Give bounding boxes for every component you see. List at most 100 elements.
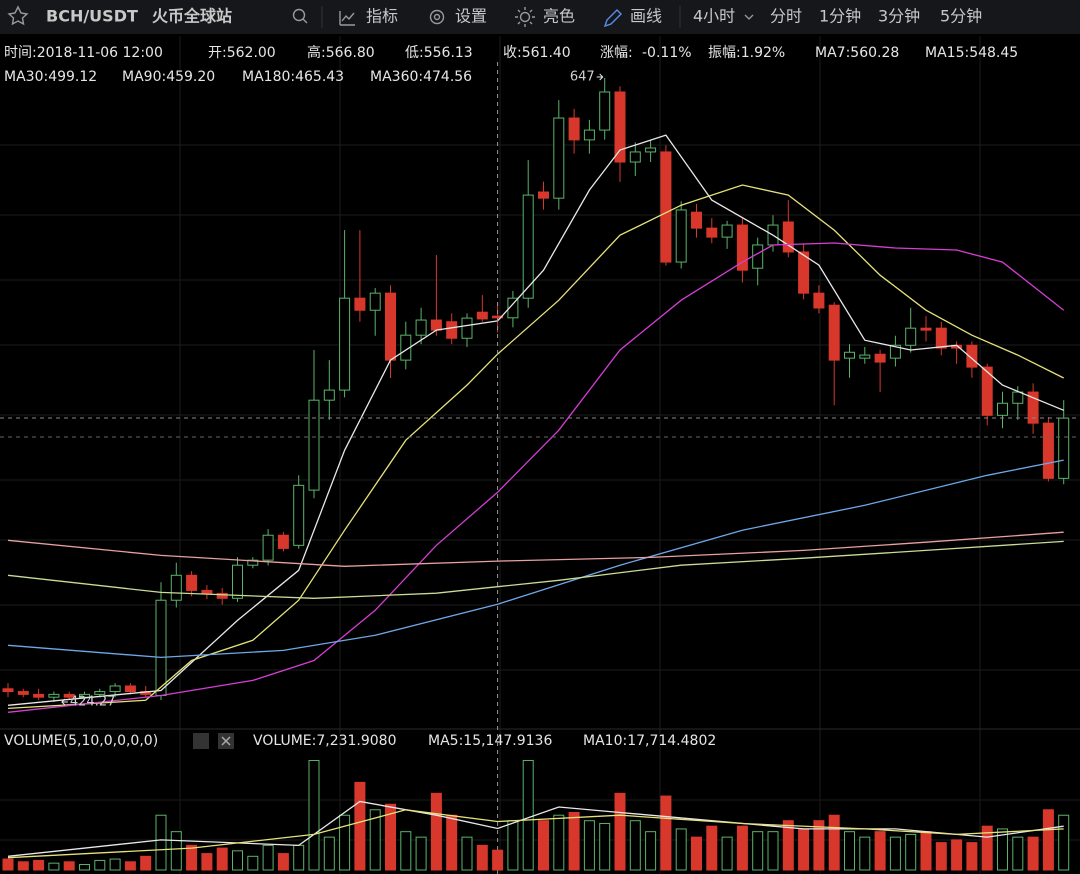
dropdown-arrow[interactable] — [744, 14, 754, 20]
candle-body — [109, 685, 121, 693]
volume-bar — [752, 831, 764, 871]
theme-icon — [519, 11, 531, 23]
volume-bar — [675, 828, 687, 871]
volume-bar — [17, 861, 29, 871]
volume-bar — [599, 822, 611, 871]
info-change: -0.11% — [642, 45, 692, 61]
candle-body — [201, 589, 213, 595]
candle-body — [660, 151, 672, 263]
info-amplitude: 振幅:1.92% — [708, 45, 785, 61]
volume-bar — [354, 781, 366, 871]
volume-bar — [935, 842, 947, 871]
interval[interactable]: 3分钟 — [878, 7, 920, 26]
volume-bar — [568, 812, 580, 871]
candle-body — [262, 534, 274, 561]
candle-body — [568, 117, 580, 141]
volume-bar — [63, 861, 75, 871]
volume-bar — [966, 842, 978, 871]
toolbar-item[interactable]: 设置 — [455, 7, 487, 26]
ma-line — [7, 540, 1064, 599]
volume-bar — [48, 862, 60, 871]
settings-icon — [433, 13, 441, 21]
volume-bar — [415, 836, 427, 871]
interval[interactable]: 5分钟 — [940, 7, 982, 26]
volume-bar — [905, 833, 917, 871]
candle-body — [94, 691, 106, 695]
candle-body — [124, 685, 136, 693]
candle-body — [522, 194, 534, 299]
candle-body — [170, 574, 182, 601]
candle-body — [1027, 391, 1039, 424]
candle-body — [1058, 417, 1070, 479]
candle-body — [583, 129, 595, 141]
candle-body — [599, 91, 611, 131]
candle-body — [2, 688, 14, 693]
volume-bar — [874, 831, 886, 871]
theme-icon — [515, 7, 535, 27]
info-change-label: 涨幅: — [600, 45, 633, 61]
exchange: 火币全球站 — [152, 7, 232, 26]
candle-body — [645, 147, 657, 153]
candle-body — [874, 353, 886, 363]
candle-body — [614, 91, 626, 163]
volume-bar — [232, 850, 243, 871]
candle-body — [277, 534, 289, 549]
pair[interactable]: BCH/USDT — [46, 7, 138, 26]
candle-body — [507, 297, 519, 319]
volume-bar — [522, 759, 534, 871]
candle-body — [844, 351, 855, 359]
candle-body — [155, 599, 167, 696]
search-icon[interactable] — [292, 8, 306, 22]
candle-body — [736, 224, 748, 271]
candle-body — [48, 693, 60, 698]
candle-body — [1042, 422, 1054, 479]
volume-bar — [94, 859, 106, 871]
volume-bar — [1027, 836, 1039, 871]
volume-bar — [629, 820, 641, 871]
toolbar-item[interactable]: 亮色 — [543, 7, 575, 26]
ma-line — [7, 134, 1064, 706]
volume-bar — [369, 809, 381, 871]
toolbar-item[interactable]: 画线 — [630, 7, 662, 26]
interval-selected[interactable]: 4小时 — [693, 7, 735, 26]
favorite-icon[interactable] — [7, 5, 29, 26]
candle-body — [905, 327, 917, 346]
volume-bar — [293, 844, 305, 871]
candle-body — [79, 693, 90, 698]
close-icon — [221, 736, 231, 746]
candle-body — [828, 304, 840, 361]
volume-bar — [538, 820, 549, 871]
volume-bar — [140, 855, 152, 871]
candle-body — [461, 317, 473, 339]
volume-bar — [216, 847, 228, 871]
volume-bar — [691, 836, 702, 871]
volume-bar — [385, 803, 396, 871]
info-ma: MA180:465.43 — [242, 69, 344, 85]
candle-body — [476, 311, 488, 320]
settings-button[interactable] — [193, 733, 209, 749]
info-ma: MA360:474.56 — [370, 69, 472, 85]
candle-body — [33, 693, 45, 698]
candle-body — [782, 221, 794, 253]
volume-bar — [813, 820, 825, 871]
volume-bar — [507, 820, 519, 871]
candle-body — [339, 297, 351, 391]
candle-body — [813, 292, 825, 309]
ma-line — [7, 800, 1064, 857]
max-arrow — [596, 73, 604, 81]
ma-line — [7, 242, 1065, 713]
volume-bar — [308, 759, 320, 871]
volume-bar — [155, 814, 167, 871]
candle-body — [538, 191, 549, 199]
ma-line — [7, 184, 1064, 710]
volume-bar — [33, 859, 45, 871]
candle-body — [691, 211, 702, 229]
candle-body — [675, 209, 687, 263]
interval[interactable]: 1分钟 — [819, 7, 861, 26]
interval[interactable]: 分时 — [770, 7, 802, 26]
candle-body — [308, 399, 320, 491]
min-label: 424.27 — [70, 695, 116, 710]
toolbar-item[interactable]: 指标 — [366, 7, 398, 26]
candle-body — [721, 224, 733, 238]
volume-bar — [859, 836, 871, 871]
